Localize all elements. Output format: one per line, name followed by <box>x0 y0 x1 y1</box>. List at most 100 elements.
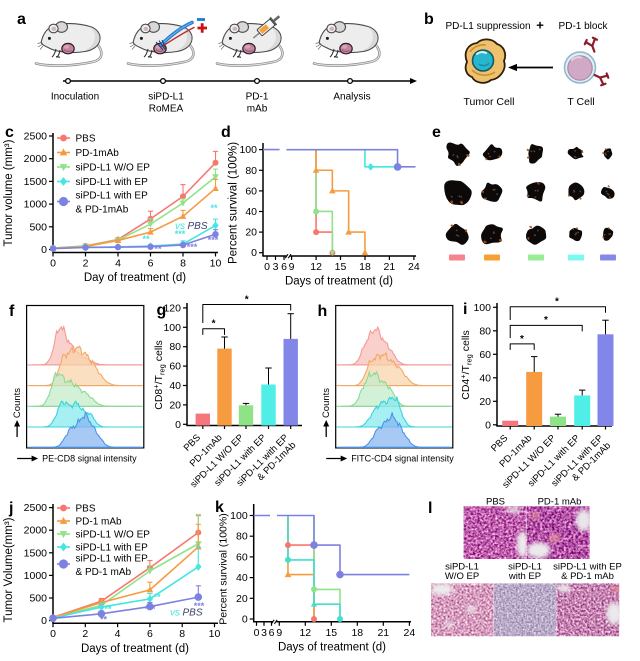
svg-text:FITC-CD4 signal intensity: FITC-CD4 signal intensity <box>351 454 454 464</box>
svg-text:18: 18 <box>351 627 363 639</box>
svg-text:8: 8 <box>180 258 186 270</box>
svg-text:12: 12 <box>310 261 322 273</box>
svg-text:Analysis: Analysis <box>333 92 370 103</box>
svg-text:24: 24 <box>404 627 416 639</box>
svg-text:0: 0 <box>41 615 47 627</box>
svg-text:2: 2 <box>82 628 88 640</box>
svg-text:*: * <box>520 334 524 345</box>
svg-text:**: ** <box>153 592 161 602</box>
svg-text:24: 24 <box>408 261 420 273</box>
svg-text:PD-L1 suppression: PD-L1 suppression <box>445 21 530 32</box>
svg-text:0: 0 <box>50 628 56 640</box>
svg-text:Counts: Counts <box>12 388 23 418</box>
svg-text:***: *** <box>208 235 219 245</box>
svg-text:21: 21 <box>384 261 396 273</box>
svg-text:100: 100 <box>239 144 257 156</box>
svg-text:4: 4 <box>115 258 121 270</box>
svg-text:**: ** <box>142 234 150 244</box>
svg-text:siPD-L1 with EP: siPD-L1 with EP <box>76 554 149 565</box>
svg-text:**: ** <box>104 604 112 614</box>
svg-text:Tumor Cell: Tumor Cell <box>464 96 515 108</box>
svg-text:CD8+/Treg cells: CD8+/Treg cells <box>152 340 167 410</box>
svg-text:0: 0 <box>175 419 181 431</box>
svg-text:Day of treatment (d): Day of treatment (d) <box>84 272 186 284</box>
svg-text:40: 40 <box>245 206 257 218</box>
svg-text:80: 80 <box>479 325 491 337</box>
svg-text:siPD-L1: siPD-L1 <box>508 562 542 573</box>
svg-text:PBS: PBS <box>76 134 96 145</box>
svg-text:6: 6 <box>281 261 287 273</box>
svg-text:6: 6 <box>147 628 153 640</box>
svg-text:60: 60 <box>236 551 248 563</box>
svg-text:2000: 2000 <box>24 525 48 537</box>
svg-text:Tumor volume (mm³): Tumor volume (mm³) <box>3 139 15 246</box>
svg-text:g: g <box>157 302 167 319</box>
svg-text:a: a <box>17 11 26 28</box>
svg-text:1000: 1000 <box>24 199 48 211</box>
svg-text:c: c <box>5 124 14 141</box>
svg-text:siPD-L1 with EP: siPD-L1 with EP <box>76 177 149 188</box>
svg-text:*: * <box>555 297 559 308</box>
svg-text:15: 15 <box>335 261 347 273</box>
svg-text:siPD-L1 with EP: siPD-L1 with EP <box>76 191 149 202</box>
svg-text:l: l <box>428 500 432 517</box>
svg-text:PBS: PBS <box>76 504 96 515</box>
svg-text:PBS: PBS <box>188 221 208 232</box>
svg-text:**: ** <box>210 203 218 213</box>
svg-text:*: * <box>212 319 216 330</box>
svg-text:vs: vs <box>175 221 185 232</box>
svg-text:100: 100 <box>163 322 181 334</box>
svg-text:k: k <box>215 499 224 516</box>
svg-text:8: 8 <box>179 628 185 640</box>
svg-text:Days of treatment (d): Days of treatment (d) <box>278 642 386 654</box>
svg-text:& PD-1mAb: & PD-1mAb <box>76 205 129 216</box>
svg-text:RoMEA: RoMEA <box>149 104 184 115</box>
svg-text:40: 40 <box>169 380 181 392</box>
svg-text:siPD-L1 with EP: siPD-L1 with EP <box>76 543 149 554</box>
svg-text:500: 500 <box>29 593 47 605</box>
svg-text:40: 40 <box>479 372 491 384</box>
svg-text:9: 9 <box>289 261 295 273</box>
svg-text:CD4+/Treg cells: CD4+/Treg cells <box>459 330 474 400</box>
svg-text:*: * <box>544 315 548 326</box>
svg-text:21: 21 <box>377 627 389 639</box>
svg-text:80: 80 <box>245 165 257 177</box>
svg-text:vs: vs <box>170 608 180 619</box>
svg-text:Inoculation: Inoculation <box>51 92 99 103</box>
svg-text:20: 20 <box>236 593 248 605</box>
svg-text:PD-1mAb: PD-1mAb <box>76 148 120 159</box>
svg-text:20: 20 <box>245 227 257 239</box>
svg-text:2: 2 <box>83 258 89 270</box>
svg-text:80: 80 <box>236 531 248 543</box>
svg-text:***: *** <box>145 604 156 614</box>
svg-text:***: *** <box>175 229 186 239</box>
svg-text:Counts: Counts <box>321 388 332 418</box>
svg-text:0: 0 <box>485 419 491 431</box>
svg-text:b: b <box>424 11 434 28</box>
svg-text:2000: 2000 <box>24 153 48 165</box>
svg-text:15: 15 <box>325 627 337 639</box>
svg-text:1500: 1500 <box>24 547 48 559</box>
svg-text:60: 60 <box>169 361 181 373</box>
svg-text:Days of treatment (d): Days of treatment (d) <box>81 643 189 655</box>
svg-text:PBS: PBS <box>183 608 203 619</box>
svg-text:+: + <box>536 18 544 33</box>
svg-text:120: 120 <box>163 302 181 314</box>
svg-text:Tumor Volume(mm³): Tumor Volume(mm³) <box>3 517 15 622</box>
svg-text:PD-1 mAb: PD-1 mAb <box>76 517 123 528</box>
svg-text:siPD-L1 W/O EP: siPD-L1 W/O EP <box>76 530 151 541</box>
svg-text:2500: 2500 <box>24 502 48 514</box>
svg-text:3: 3 <box>273 261 279 273</box>
svg-text:0: 0 <box>50 258 56 270</box>
svg-text:100: 100 <box>230 510 248 522</box>
svg-text:Percent survival (100%): Percent survival (100%) <box>218 513 230 624</box>
svg-text:PD-1 mAb: PD-1 mAb <box>538 497 582 508</box>
svg-text:h: h <box>318 303 328 320</box>
svg-text:3: 3 <box>261 627 267 639</box>
svg-text:i: i <box>463 301 467 318</box>
svg-text:PE-CD8 signal intensity: PE-CD8 signal intensity <box>42 454 137 464</box>
svg-text:0: 0 <box>254 627 260 639</box>
svg-text:2500: 2500 <box>24 131 48 143</box>
svg-text:18: 18 <box>359 261 371 273</box>
svg-text:T Cell: T Cell <box>567 96 594 108</box>
